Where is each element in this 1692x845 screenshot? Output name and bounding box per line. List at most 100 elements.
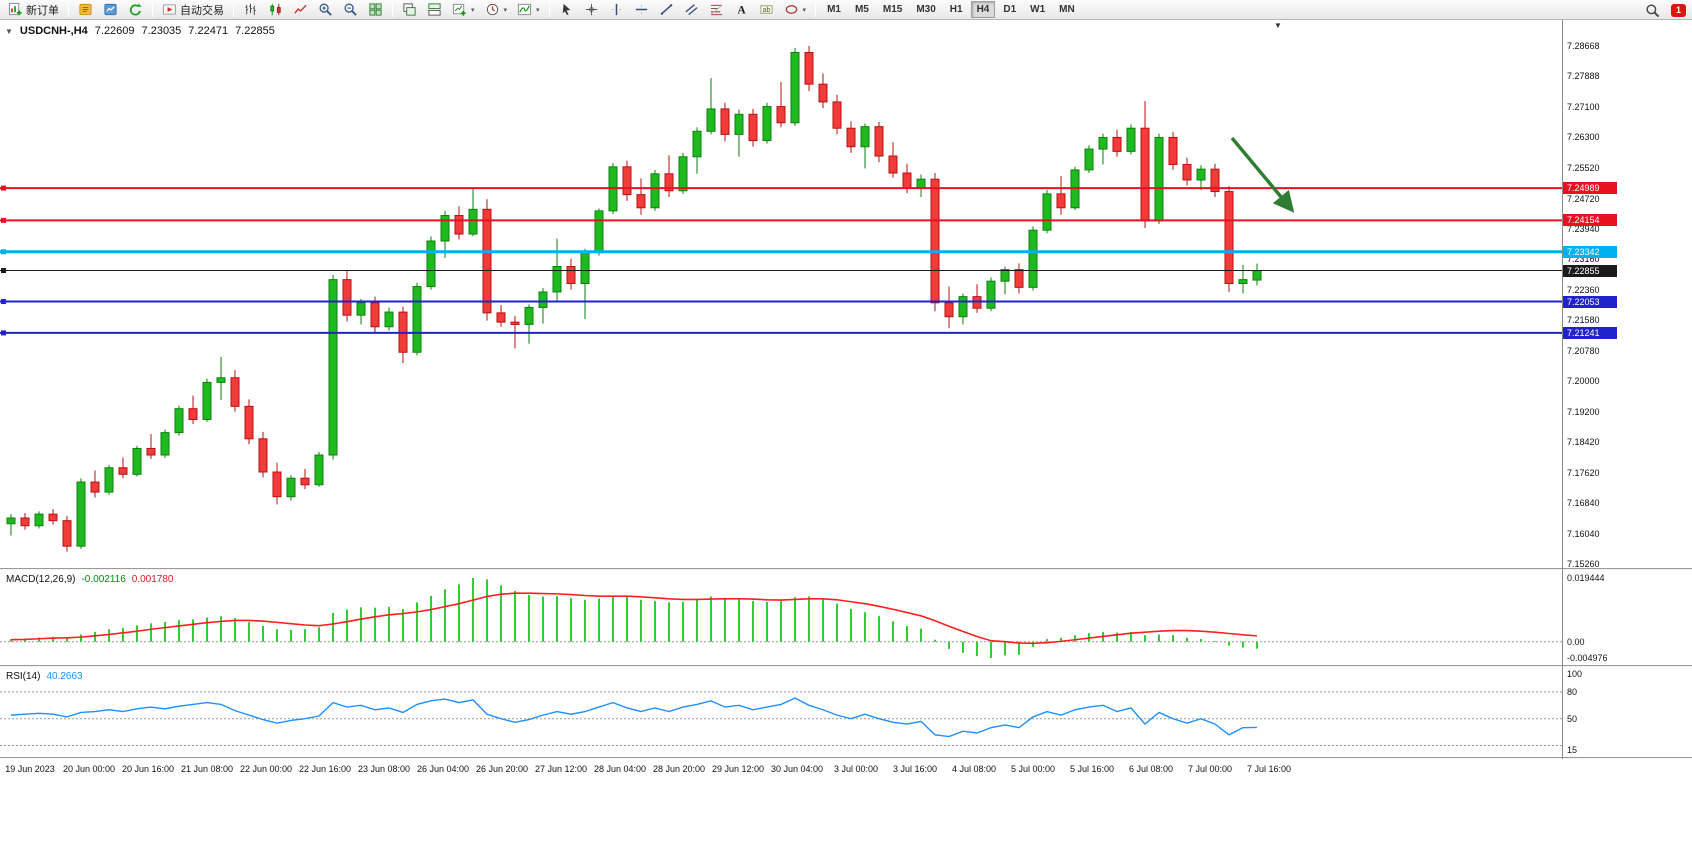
chart-open-value: 7.22609	[94, 25, 135, 37]
fibonacci-button[interactable]	[705, 1, 728, 19]
time-tick-label: 7 Jul 16:00	[1246, 764, 1292, 774]
toolbar-separator	[392, 2, 393, 17]
candle	[34, 511, 44, 529]
chart-symbol-period: USDCNH-,H4	[19, 25, 88, 37]
macd-value: -0.002116	[81, 574, 126, 585]
time-tick-label: 3 Jul 16:00	[892, 764, 938, 774]
panel-separator[interactable]	[0, 665, 1692, 667]
time-tick-label: 5 Jul 16:00	[1069, 764, 1115, 774]
new-order-button[interactable]: 新订单	[4, 1, 63, 19]
crosshair-icon	[585, 3, 597, 16]
candle	[300, 468, 310, 490]
search-button[interactable]	[1641, 1, 1664, 19]
candle-chart-button[interactable]	[264, 1, 287, 19]
timeframe-h1[interactable]: H1	[944, 1, 969, 18]
zoom-out-button[interactable]	[339, 1, 362, 19]
line-chart-button[interactable]	[289, 1, 312, 19]
chart-menu-arrow-icon[interactable]: ▼	[5, 26, 13, 36]
candle	[328, 274, 338, 460]
indicators-button[interactable]: ▾	[513, 1, 544, 19]
tile-windows-icon	[369, 3, 382, 16]
shapes-icon	[785, 5, 797, 14]
horizontal-line-icon	[635, 4, 647, 15]
crosshair-button[interactable]	[580, 1, 603, 19]
macd-tick-label: -0.004976	[1567, 653, 1608, 663]
metaeditor-icon	[79, 3, 92, 16]
macd-tick-label: 0.00	[1567, 636, 1585, 647]
status-strip	[0, 781, 1692, 845]
market-icon	[104, 3, 117, 16]
cascade-windows-button[interactable]	[398, 1, 421, 19]
cursor-icon	[562, 3, 570, 16]
price-line-badge: 7.23342	[1563, 245, 1617, 258]
chart-shift-marker-icon[interactable]: ▼	[1274, 21, 1282, 30]
horizontal-line-button[interactable]	[630, 1, 653, 19]
toolbar-right-area: 1	[1640, 1, 1686, 19]
candle	[818, 73, 828, 109]
candle	[1084, 145, 1094, 174]
channel-button[interactable]	[680, 1, 703, 19]
timeframe-m5[interactable]: M5	[849, 1, 875, 18]
new-order-icon	[8, 2, 22, 16]
candle	[622, 160, 632, 201]
notification-badge[interactable]: 1	[1671, 3, 1686, 17]
time-axis[interactable]: 19 Jun 2023 20 Jun 00:00 20 Jun 16:00 21 Ju…	[0, 759, 1562, 781]
timeframe-m15[interactable]: M15	[877, 1, 908, 18]
period-button[interactable]: ▾	[481, 1, 512, 19]
candle	[258, 431, 268, 478]
cursor-button[interactable]	[555, 1, 578, 19]
candle	[1210, 163, 1220, 197]
price-tick-label: 7.26300	[1567, 132, 1600, 143]
text-button[interactable]: A	[730, 1, 753, 19]
timeframe-mn[interactable]: MN	[1053, 1, 1081, 18]
trend-arrow-annotation[interactable]	[1230, 136, 1295, 213]
horizontal-line[interactable]	[0, 299, 1562, 305]
candle	[1042, 190, 1052, 234]
new-chart-icon	[452, 3, 466, 16]
candle	[1238, 264, 1248, 294]
timeframe-h4[interactable]: H4	[970, 1, 996, 18]
candle	[370, 296, 380, 333]
price-line-badge: 7.22855	[1563, 264, 1617, 277]
horizontal-line[interactable]	[0, 217, 1562, 223]
candle	[986, 277, 996, 312]
candle	[1056, 176, 1066, 215]
bar-chart-button[interactable]	[239, 1, 262, 19]
vertical-line-button[interactable]	[605, 1, 628, 19]
horizontal-line[interactable]	[0, 330, 1562, 336]
trendline-button[interactable]	[655, 1, 678, 19]
timeframe-m1[interactable]: M1	[821, 1, 847, 18]
candle	[314, 451, 324, 487]
time-tick-label: 21 Jun 08:00	[180, 764, 234, 774]
metaeditor-button[interactable]	[74, 1, 97, 19]
arrange-windows-button[interactable]	[423, 1, 446, 19]
horizontal-line[interactable]	[0, 268, 1562, 274]
zoom-in-button[interactable]	[314, 1, 337, 19]
label-icon: ab	[759, 5, 773, 14]
price-tick-label: 7.20780	[1567, 345, 1600, 356]
autotrade-button[interactable]: 自动交易	[158, 1, 228, 19]
horizontal-line[interactable]	[0, 249, 1562, 255]
time-tick-label: 29 Jun 12:00	[711, 764, 765, 774]
timeframe-d1[interactable]: D1	[997, 1, 1022, 18]
toolbar-separator	[815, 2, 817, 17]
candle	[566, 258, 576, 290]
panel-separator[interactable]	[0, 568, 1692, 570]
tile-windows-button[interactable]	[364, 1, 387, 19]
market-button[interactable]	[99, 1, 122, 19]
candle	[202, 378, 212, 422]
time-tick-label: 5 Jul 00:00	[1010, 764, 1056, 774]
time-tick-label: 19 Jun 2023	[5, 764, 55, 774]
new-chart-button[interactable]: ▾	[448, 1, 479, 19]
vertical-line-icon	[611, 3, 621, 16]
timeframe-m30[interactable]: M30	[910, 1, 941, 18]
label-button[interactable]: ab	[755, 1, 778, 19]
horizontal-line[interactable]	[0, 185, 1562, 191]
shapes-button[interactable]: ▾	[780, 1, 811, 19]
candle	[706, 77, 716, 135]
chart-title: ▼ USDCNH-,H4 7.22609 7.23035 7.22471 7.2…	[5, 25, 275, 37]
refresh-button[interactable]	[124, 1, 147, 19]
candle	[244, 399, 254, 445]
timeframe-w1[interactable]: W1	[1024, 1, 1051, 18]
